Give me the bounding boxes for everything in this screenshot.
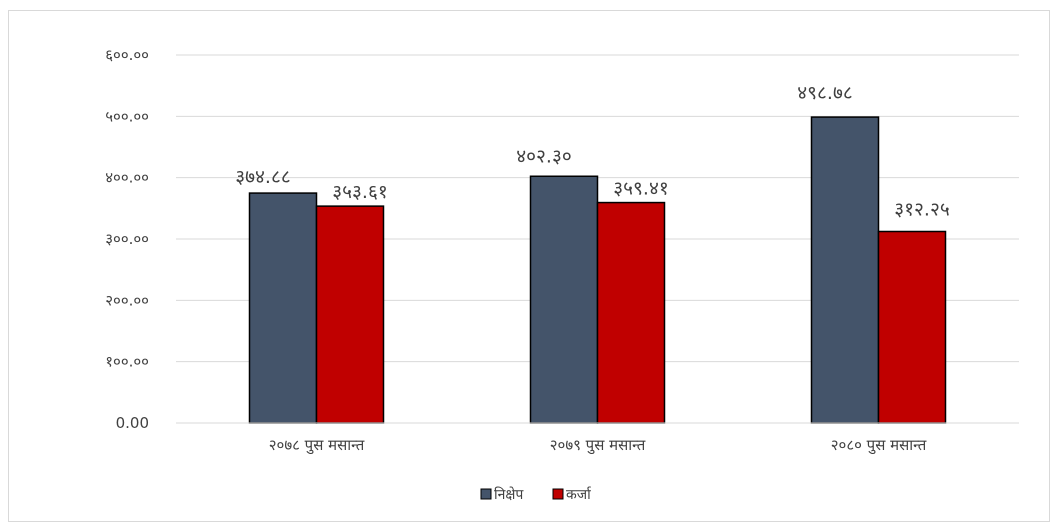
- legend-swatch: [552, 488, 564, 500]
- legend-swatch: [480, 488, 492, 500]
- bars: [248, 116, 947, 424]
- bar-chart: 0.00 १००.०० २००.०० ३००.०० ४००.०० ५००.०० ६००.००…: [105, 46, 1019, 503]
- bar: [248, 192, 318, 424]
- data-label: ३५३.६१: [332, 181, 387, 203]
- data-label: ३१२.२५: [894, 198, 949, 220]
- data-label: ३७४.८८: [235, 166, 290, 188]
- y-tick-label: ३००.००: [105, 230, 149, 248]
- legend-label: निक्षेप: [494, 486, 524, 503]
- legend-label: कर्जा: [566, 486, 592, 503]
- bar: [315, 205, 385, 424]
- category-label: २०७९ पुस मसान्त: [550, 436, 646, 455]
- category-label: २०८० पुस मसान्त: [831, 436, 927, 455]
- bar: [810, 116, 880, 424]
- category-labels: २०७८ पुस मसान्त २०७९ पुस मसान्त २०८० पुस म…: [269, 436, 927, 455]
- bar: [529, 175, 599, 424]
- chart-frame: 0.00 १००.०० २००.०० ३००.०० ४००.०० ५००.०० ६००.००…: [8, 10, 1050, 522]
- data-label: ४०२.३०: [516, 145, 571, 167]
- y-tick-label: १००.००: [105, 353, 149, 371]
- data-label: ३५९.४१: [613, 178, 668, 200]
- data-labels: ३७४.८८ ३५३.६१ ४०२.३० ३५९.४१ ४९८.७८ ३१२.२५: [235, 82, 949, 220]
- y-tick-label: 0.00: [116, 414, 149, 432]
- legend: निक्षेप कर्जा: [480, 486, 592, 503]
- bar: [596, 201, 666, 424]
- y-tick-label: ४००.००: [105, 169, 149, 187]
- y-tick-label: २००.००: [105, 291, 149, 309]
- y-tick-label: ५००.००: [105, 107, 149, 125]
- bar: [877, 230, 947, 424]
- data-label: ४९८.७८: [797, 82, 852, 104]
- category-label: २०७८ पुस मसान्त: [269, 436, 365, 455]
- y-tick-label: ६००.००: [105, 46, 149, 64]
- y-axis-ticks: 0.00 १००.०० २००.०० ३००.०० ४००.०० ५००.०० ६००.००: [105, 46, 149, 432]
